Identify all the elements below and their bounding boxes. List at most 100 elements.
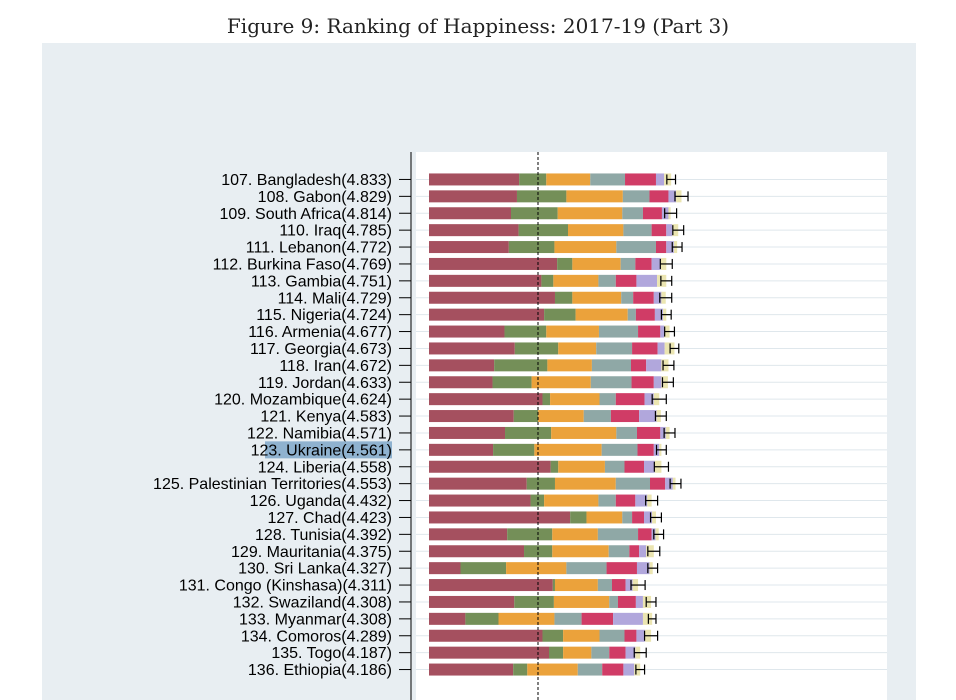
bar-segment-generosity: [666, 241, 674, 254]
chart-row: 119. Jordan(4.633): [258, 375, 674, 392]
country-label: 117. Georgia(4.673): [250, 341, 392, 358]
confidence-interval: [674, 191, 689, 202]
chart-row: 112. Burkina Faso(4.769): [213, 256, 673, 273]
country-label: 129. Mauritania(4.375): [231, 544, 392, 561]
bar-segment-gdp-per-capita: [526, 477, 555, 490]
country-label: 107. Bangladesh(4.833): [221, 172, 392, 189]
bar-segment-freedom: [606, 562, 637, 575]
country-label: 130. Sri Lanka(4.327): [238, 561, 392, 578]
chart-row: 124. Liberia(4.558): [258, 459, 670, 476]
bar-segment-generosity: [613, 612, 643, 625]
bar-segment-gdp-per-capita: [518, 224, 569, 237]
bar-segment-social-support: [563, 629, 600, 642]
highlight-box: [265, 441, 392, 459]
bar-segment-freedom: [650, 477, 666, 490]
bar-segment-healthy-life-expectancy: [601, 443, 638, 456]
bar-segment-freedom: [636, 426, 661, 439]
bar-segment-gdp-per-capita: [570, 511, 587, 524]
bar-segment-dystopia-residual: [429, 579, 553, 592]
bar-segment-gdp-per-capita: [542, 629, 564, 642]
chart-row: 116. Armenia(4.677): [248, 324, 676, 341]
bar-segment-generosity: [646, 359, 662, 372]
chart-row: 121. Kenya(4.583): [260, 409, 667, 426]
bar-segment-generosity: [625, 646, 636, 659]
bar-segment-freedom: [581, 612, 614, 625]
bar-segment-healthy-life-expectancy: [620, 257, 636, 270]
bar-segment-social-support: [572, 291, 622, 304]
bar-segment-healthy-life-expectancy: [597, 528, 639, 541]
bar-segment-freedom: [632, 511, 645, 524]
bar-segment-healthy-life-expectancy: [590, 173, 626, 186]
bar-segment-freedom: [630, 359, 647, 372]
bar-segment-freedom: [632, 342, 658, 355]
bar-segment-healthy-life-expectancy: [598, 494, 616, 507]
bar-segment-gdp-per-capita: [492, 376, 532, 389]
bar-segment-healthy-life-expectancy: [616, 241, 656, 254]
bar-segment-dystopia-residual: [429, 595, 515, 608]
country-label: 135. Togo(4.187): [271, 645, 392, 662]
chart-row: 129. Mauritania(4.375): [231, 544, 661, 561]
country-label: 114. Mali(4.729): [278, 290, 392, 307]
bar-segment-dystopia-residual: [429, 325, 505, 338]
chart-row: 114. Mali(4.729): [278, 290, 673, 307]
bar-segment-gdp-per-capita: [554, 291, 573, 304]
bar-segment-healthy-life-expectancy: [599, 629, 625, 642]
confidence-interval: [666, 174, 677, 185]
bar-segment-healthy-life-expectancy: [577, 663, 603, 676]
bar-segment-generosity: [635, 494, 648, 507]
bar-segment-generosity: [639, 410, 657, 423]
bar-segment-healthy-life-expectancy: [590, 376, 632, 389]
bar-segment-healthy-life-expectancy: [591, 646, 610, 659]
confidence-interval: [651, 394, 667, 405]
country-label: 119. Jordan(4.633): [258, 375, 392, 392]
bar-segment-generosity: [644, 393, 654, 406]
bar-segment-generosity: [644, 511, 653, 524]
bar-segment-gdp-per-capita: [510, 207, 558, 220]
chart-row: 118. Iran(4.672): [279, 358, 675, 375]
bar-segment-social-support: [554, 579, 598, 592]
bar-segment-social-support: [563, 646, 592, 659]
bar-segment-gdp-per-capita: [513, 410, 539, 423]
bar-segment-healthy-life-expectancy: [566, 562, 607, 575]
chart-row: 117. Georgia(4.673): [250, 341, 680, 358]
bar-segment-freedom: [624, 460, 645, 473]
bar-segment-social-support: [575, 308, 628, 321]
bar-segment-dystopia-residual: [429, 494, 531, 507]
bar-segment-social-support: [557, 207, 623, 220]
bar-segment-social-support: [566, 190, 623, 203]
chart-row: 109. South Africa(4.814): [219, 206, 678, 223]
bar-segment-social-support: [538, 410, 584, 423]
confidence-interval: [630, 580, 646, 591]
bar-segment-social-support: [572, 257, 621, 270]
bar-segment-healthy-life-expectancy: [597, 579, 612, 592]
confidence-interval: [645, 596, 657, 607]
bar-segment-healthy-life-expectancy: [616, 426, 637, 439]
chart-row: 122. Namibia(4.571): [247, 425, 676, 442]
bar-segment-social-support: [558, 460, 605, 473]
bar-segment-dystopia-residual: [429, 241, 509, 254]
chart-row: 125. Palestinian Territories(4.553): [153, 476, 682, 493]
chart-rows: 107. Bangladesh(4.833)108. Gabon(4.829)1…: [153, 172, 689, 679]
bar-segment-freedom: [611, 579, 626, 592]
bar-segment-gdp-per-capita: [557, 257, 573, 270]
bar-segment-gdp-per-capita: [516, 190, 567, 203]
bar-segment-gdp-per-capita: [504, 325, 547, 338]
bar-segment-dystopia-residual: [429, 663, 514, 676]
bar-segment-dystopia-residual: [429, 393, 543, 406]
country-label: 121. Kenya(4.583): [260, 409, 392, 426]
chart-row: 115. Nigeria(4.724): [256, 307, 672, 324]
confidence-interval: [669, 343, 680, 354]
bar-segment-freedom: [655, 241, 667, 254]
bar-segment-gdp-per-capita: [541, 274, 554, 287]
bar-segment-social-support: [546, 173, 591, 186]
confidence-interval: [653, 529, 665, 540]
bar-segment-freedom: [615, 494, 636, 507]
bar-segment-freedom: [638, 325, 661, 338]
country-label: 118. Iran(4.672): [279, 358, 392, 375]
country-label: 108. Gabon(4.829): [258, 189, 392, 206]
bar-segment-gdp-per-capita: [507, 528, 553, 541]
bar-segment-generosity: [651, 257, 661, 270]
confidence-interval: [672, 225, 685, 236]
bar-segment-social-support: [534, 443, 602, 456]
